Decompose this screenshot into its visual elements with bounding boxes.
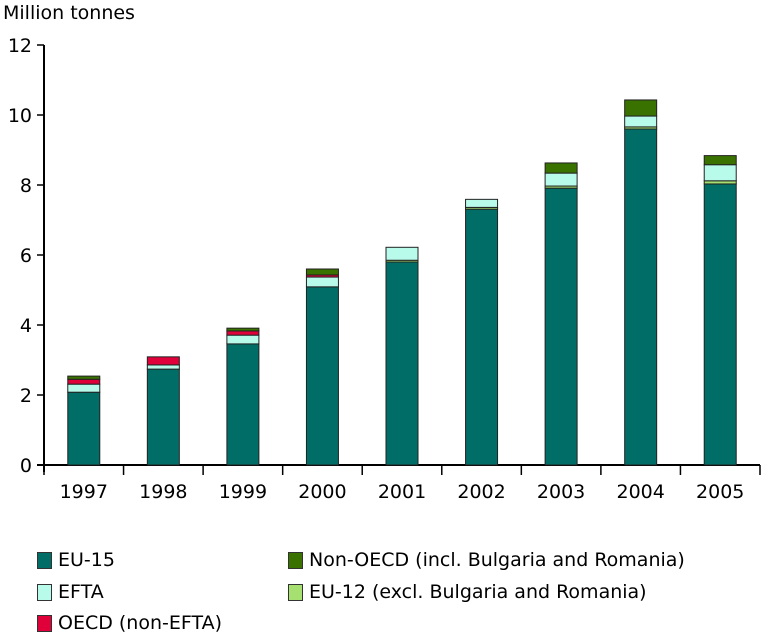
legend-swatch-eu15 [37,551,52,569]
bar-stack-2003 [544,162,578,466]
bar-segment-eu-15 [703,183,737,466]
bar-segment-efta [624,115,658,128]
x-tick-label: 2005 [696,481,744,503]
x-tick-label: 2001 [378,481,426,503]
bar-stack-1998 [146,356,180,466]
bar-segment-efta [465,198,499,208]
x-tick-label: 2000 [298,481,346,503]
y-tick-label: 4 [20,315,32,337]
bar-stack-1997 [67,375,101,466]
legend-item-oecd: OECD (non-EFTA) [37,612,222,634]
bar-stack-2005 [703,155,737,466]
legend-item-efta: EFTA [37,581,104,603]
legend-item-non-oecd: Non-OECD (incl. Bulgaria and Romania) [288,549,685,571]
tick-labels: 0 2 4 6 8 10 12 1997 1998 1999 2000 2001 2002 2003 200… [8,35,745,503]
bar-segment-non-oecd-incl-bulgaria-and-romania [305,268,339,276]
legend-item-eu12: EU-12 (excl. Bulgaria and Romania) [288,581,647,603]
bar-segment-eu-15 [385,261,419,466]
bar-segment-non-oecd-incl-bulgaria-and-romania [226,327,260,332]
bar-segment-eu-15 [67,391,101,466]
stacked-bar-chart: 0 2 4 6 8 10 12 1997 1998 1999 2000 2001 2002 2003 200… [8,35,761,503]
bar-segment-efta [385,246,419,261]
bar-segment-efta [703,164,737,182]
bar-segment-eu-15 [624,128,658,466]
legend-label: EFTA [58,581,104,603]
x-tick-label: 2002 [457,481,505,503]
y-tick-label: 8 [20,175,32,197]
x-tick-label: 1998 [139,481,187,503]
bar-segment-efta [544,172,578,187]
legend-item-eu15: EU-15 [37,549,115,571]
y-tick-label: 12 [8,35,32,57]
bar-segment-oecd-non-efta [67,378,101,385]
legend-swatch-non-oecd [288,551,303,569]
x-tick-label: 2003 [537,481,585,503]
bar-segment-non-oecd-incl-bulgaria-and-romania [703,155,737,166]
bar-segment-efta [67,383,101,393]
bar-stack-2001 [385,246,419,466]
bar-segment-efta [305,276,339,288]
bar-segment-oecd-non-efta [226,330,260,336]
y-tick-label: 6 [20,245,32,267]
legend-label: OECD (non-EFTA) [58,612,223,634]
bar-segment-non-oecd-incl-bulgaria-and-romania [624,99,658,117]
x-tick-label: 1999 [219,481,267,503]
bar-segment-eu-15 [544,187,578,466]
bar-stack-1999 [226,327,260,466]
y-tick-label: 0 [20,455,32,477]
y-axis-label: Million tonnes [3,2,135,24]
legend-swatch-eu12 [288,583,303,601]
bar-segment-non-oecd-incl-bulgaria-and-romania [544,162,578,174]
y-tick-label: 10 [8,105,32,127]
legend-swatch-oecd [37,614,52,632]
bar-stack-2004 [624,99,658,466]
legend-swatch-efta [37,583,52,601]
bar-segment-non-oecd-incl-bulgaria-and-romania [67,375,101,380]
bar-segment-eu-15 [305,286,339,466]
x-tick-label: 1997 [60,481,108,503]
bar-stack-2002 [465,198,499,466]
legend-label: Non-OECD (incl. Bulgaria and Romania) [309,549,685,571]
bar-segment-efta [146,364,180,370]
bars [67,99,737,466]
bar-segment-oecd-non-efta [146,356,180,366]
bar-segment-efta [226,334,260,345]
legend-label: EU-12 (excl. Bulgaria and Romania) [309,581,647,603]
bar-stack-2000 [305,268,339,466]
x-tick-label: 2004 [616,481,664,503]
legend-label: EU-15 [58,549,115,571]
bar-segment-eu-15 [465,208,499,466]
bar-segment-eu-15 [146,368,180,466]
y-tick-label: 2 [20,385,32,407]
bar-segment-eu-15 [226,343,260,466]
